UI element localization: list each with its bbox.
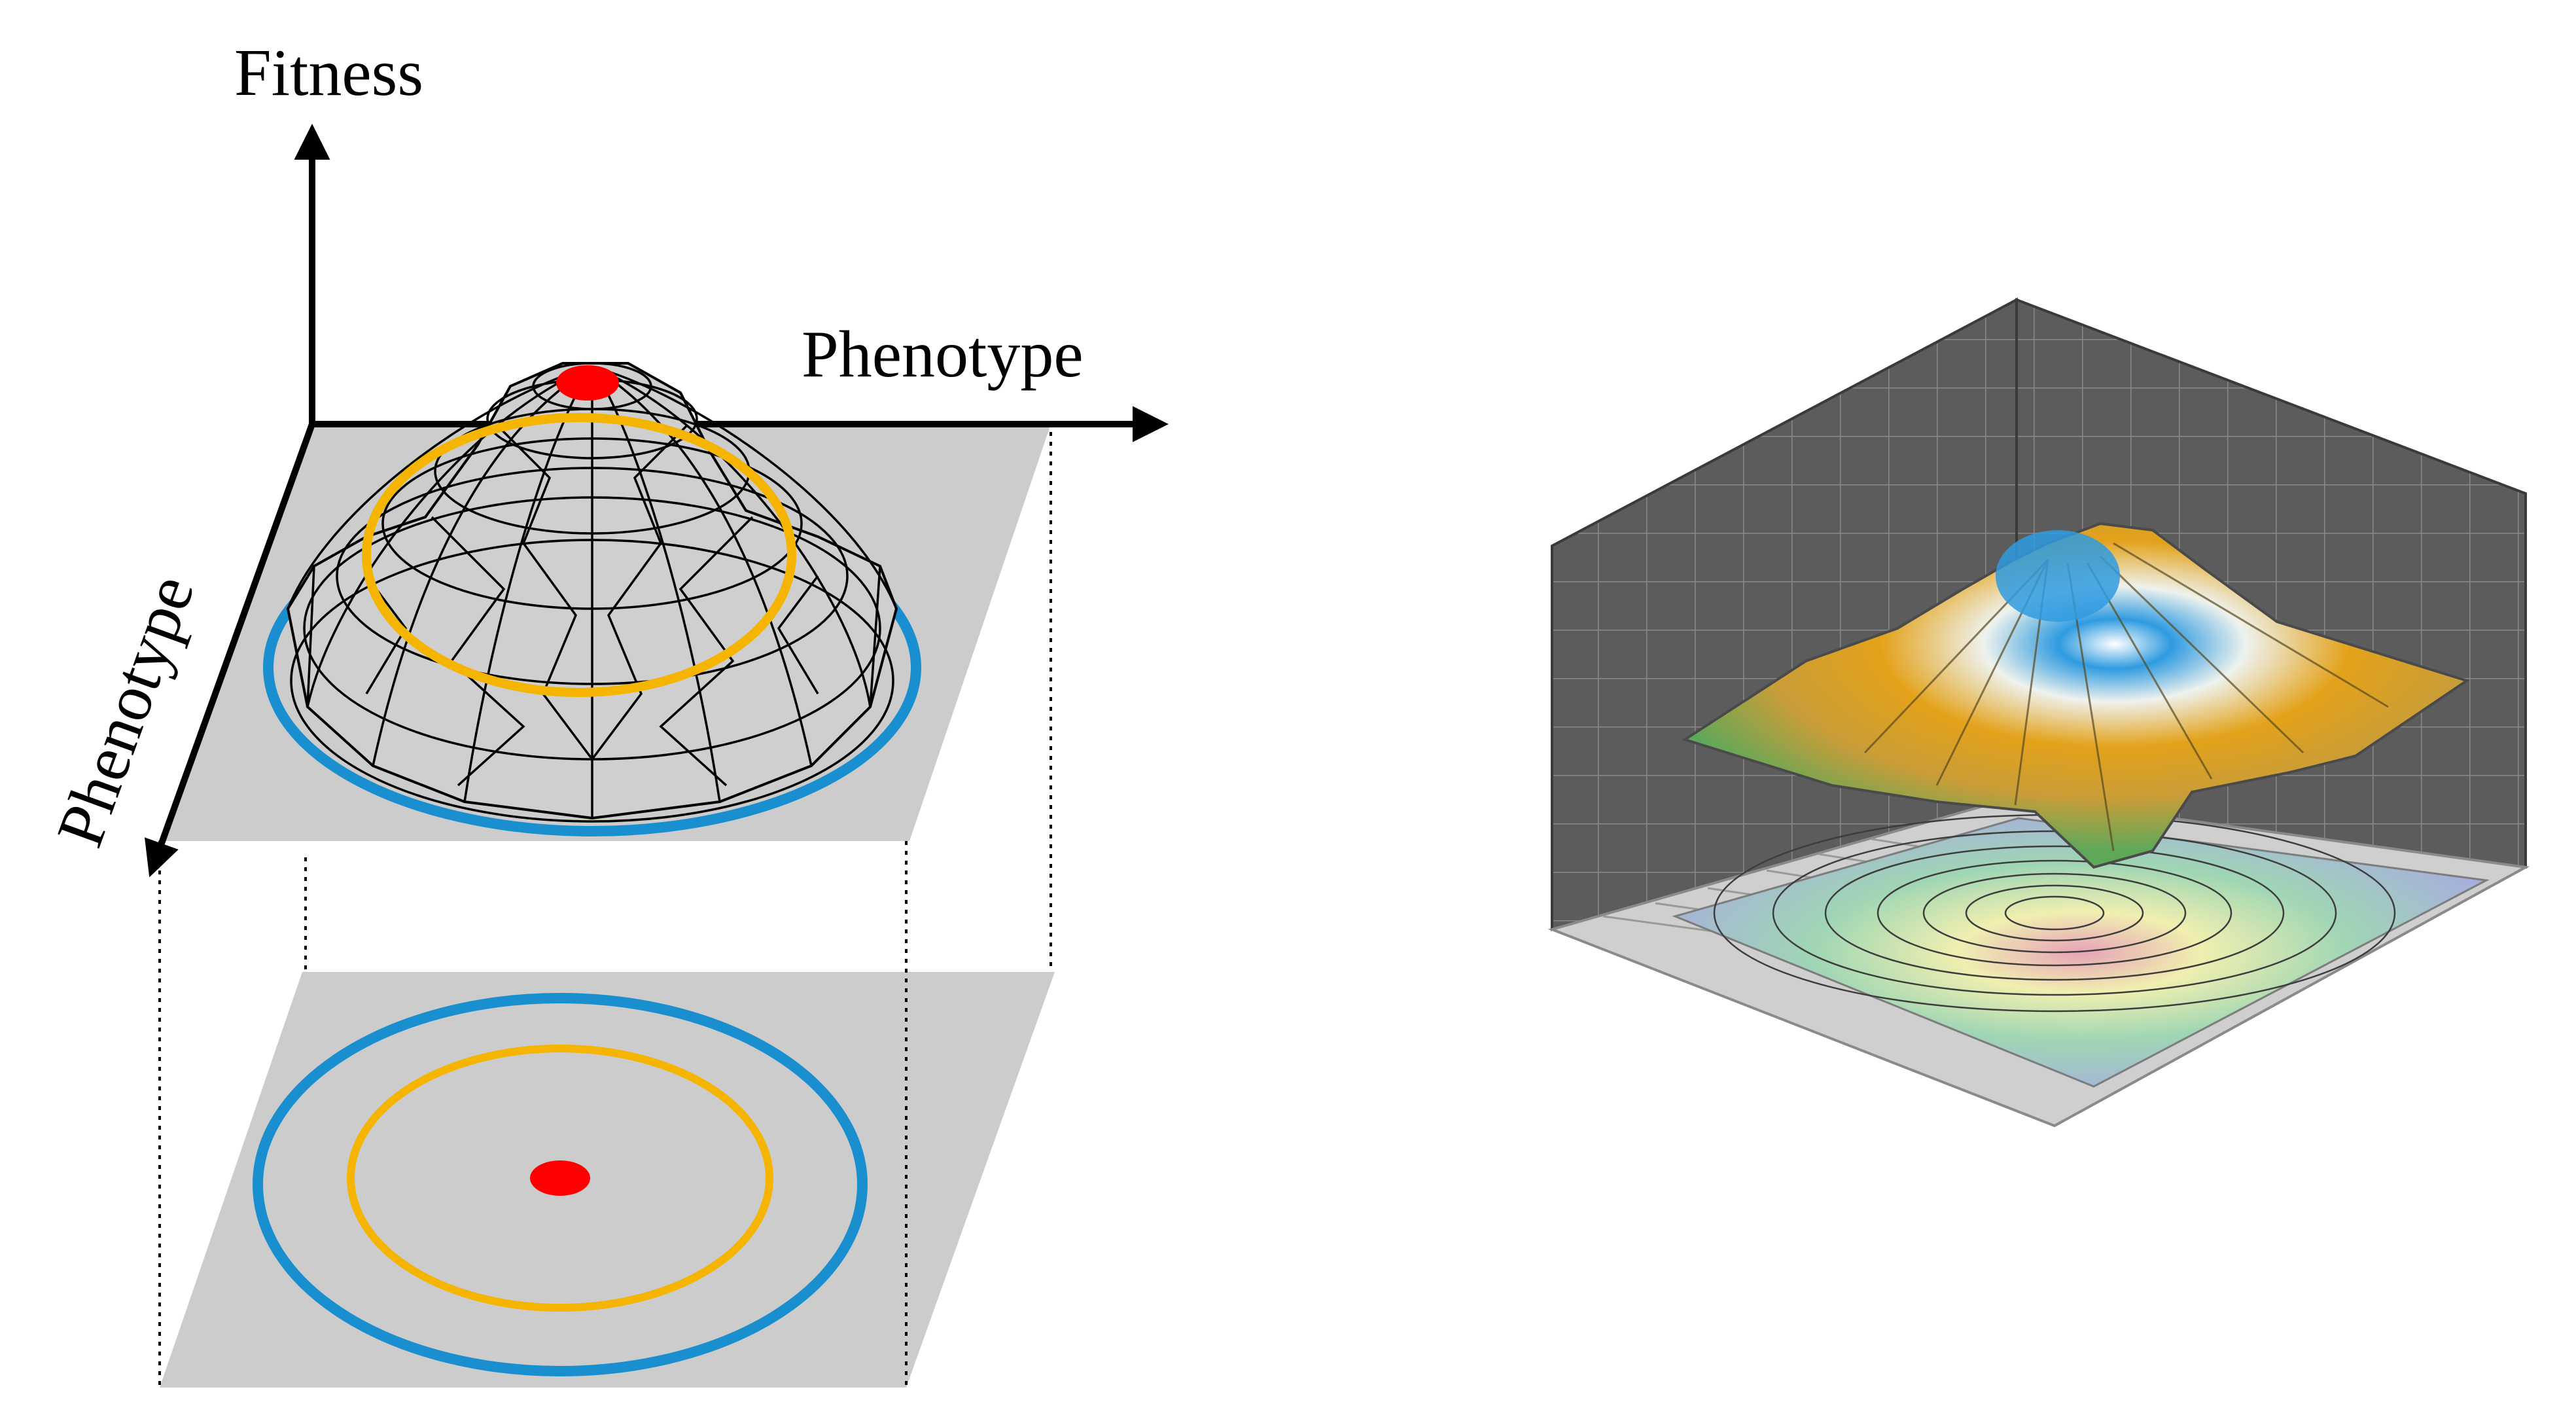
phenotype-y-axis xyxy=(144,423,315,878)
fitness-peak-mesh xyxy=(286,362,898,823)
fitness-axis-label: Fitness xyxy=(234,36,423,110)
peak-marker-upper xyxy=(556,365,619,401)
mesh-lines xyxy=(287,362,898,823)
phenotype-x-axis-label: Phenotype xyxy=(802,317,1084,391)
projection-lines xyxy=(158,432,1052,1388)
mountain-surface xyxy=(1682,522,2470,869)
peak-marker-lower xyxy=(530,1160,590,1196)
orange-contour-lower xyxy=(347,1045,773,1312)
orange-contour-upper xyxy=(362,413,796,697)
blue-contour-lower xyxy=(253,993,868,1376)
left-panel: Fitness Phenotype Phenotype xyxy=(43,36,1169,1388)
projection-plane xyxy=(160,972,1055,1388)
mountain-peak xyxy=(1996,530,2120,622)
right-panel xyxy=(1547,297,2530,1128)
